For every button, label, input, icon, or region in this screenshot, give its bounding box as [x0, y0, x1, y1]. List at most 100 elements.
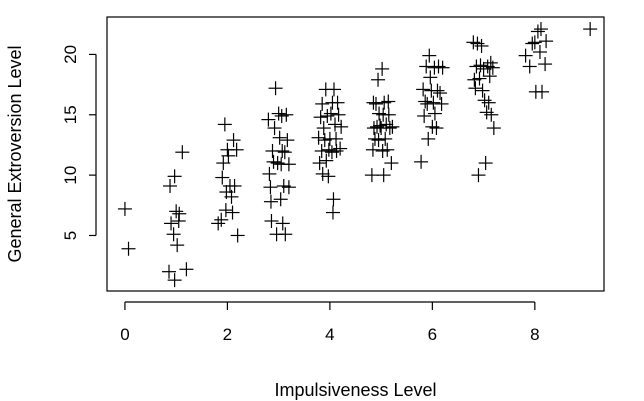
data-point: [216, 156, 231, 171]
data-point: [371, 133, 386, 148]
data-point: [470, 36, 485, 51]
y-tick-label: 5: [61, 231, 80, 240]
data-point: [224, 189, 239, 204]
data-point: [375, 61, 390, 76]
data-point: [261, 112, 276, 127]
data-point: [426, 95, 441, 110]
data-point: [263, 180, 278, 195]
y-tick-label: 10: [61, 166, 80, 185]
data-point: [281, 157, 296, 172]
data-point: [385, 119, 400, 134]
data-point: [378, 131, 393, 146]
data-point: [271, 106, 286, 121]
data-point: [169, 204, 184, 219]
data-point: [382, 121, 397, 136]
data-point: [368, 96, 383, 111]
data-point: [475, 83, 490, 98]
data-point: [323, 106, 338, 121]
data-point: [315, 166, 330, 181]
data-point: [481, 95, 496, 110]
data-point: [161, 264, 176, 279]
data-point: [211, 216, 226, 231]
data-point: [278, 227, 293, 242]
data-point: [420, 96, 435, 111]
data-point: [364, 168, 379, 183]
data-point: [530, 24, 545, 39]
data-point: [272, 130, 287, 145]
data-point: [217, 117, 232, 132]
x-tick-label: 2: [223, 325, 232, 344]
data-point: [230, 228, 245, 243]
data-point: [414, 154, 429, 169]
data-point: [314, 143, 329, 158]
data-point: [473, 58, 488, 73]
data-points: [117, 22, 598, 288]
data-point: [275, 143, 290, 158]
data-point: [167, 169, 182, 184]
plot-frame: [106, 16, 605, 292]
data-point: [539, 34, 554, 49]
x-tick-label: 0: [120, 325, 129, 344]
data-point: [280, 133, 295, 148]
x-axis: 0 2 4 6 8: [120, 301, 540, 344]
y-axis-title: General Extroversion Level: [5, 45, 25, 262]
data-point: [430, 83, 445, 98]
data-point: [472, 71, 487, 86]
data-point: [326, 82, 341, 97]
data-point: [268, 81, 283, 96]
data-point: [315, 96, 330, 111]
data-point: [179, 262, 194, 277]
data-point: [215, 170, 230, 185]
data-point: [229, 142, 244, 157]
data-point: [266, 154, 281, 169]
data-point: [325, 205, 340, 220]
data-point: [225, 205, 240, 220]
data-point: [273, 192, 288, 207]
data-point: [422, 48, 437, 63]
data-point: [380, 142, 395, 157]
data-point: [532, 45, 547, 60]
x-tick-label: 4: [325, 325, 334, 344]
data-point: [535, 84, 550, 99]
data-point: [435, 60, 450, 75]
data-point: [477, 93, 492, 108]
data-point: [121, 241, 136, 256]
data-point: [373, 118, 388, 133]
data-point: [583, 22, 598, 37]
data-point: [270, 156, 285, 171]
data-point: [263, 194, 278, 209]
data-point: [485, 60, 500, 75]
data-point: [468, 81, 483, 96]
data-point: [379, 117, 394, 132]
data-point: [476, 61, 491, 76]
data-point: [376, 168, 391, 183]
data-point: [527, 35, 542, 50]
data-point: [427, 106, 442, 121]
data-point: [419, 59, 434, 74]
data-point: [163, 178, 178, 193]
data-point: [281, 180, 296, 195]
data-point: [334, 119, 349, 134]
data-point: [326, 192, 341, 207]
data-point: [172, 206, 187, 221]
data-point: [370, 119, 385, 134]
data-point: [482, 69, 497, 84]
data-point: [538, 57, 553, 72]
data-point: [328, 117, 343, 132]
data-point: [417, 108, 432, 123]
data-point: [434, 96, 449, 111]
x-tick-label: 6: [428, 325, 437, 344]
data-point: [262, 166, 277, 181]
y-tick-label: 15: [61, 105, 80, 124]
data-point: [484, 107, 499, 122]
data-point: [329, 131, 344, 146]
data-point: [474, 38, 489, 53]
data-point: [478, 156, 493, 171]
data-point: [471, 168, 486, 183]
data-point: [416, 82, 431, 97]
data-point: [330, 95, 345, 110]
data-point: [316, 121, 331, 136]
data-point: [329, 143, 344, 158]
data-point: [425, 119, 440, 134]
